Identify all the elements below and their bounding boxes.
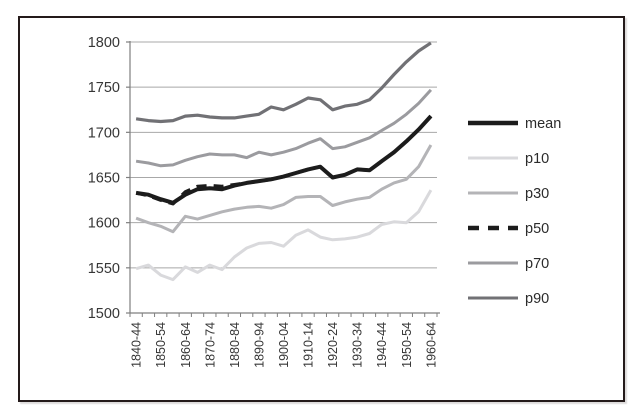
x-tick-label: 1870-74	[203, 322, 217, 368]
x-tick-label: 1840-44	[130, 322, 144, 368]
x-tick-label: 1900-04	[277, 322, 291, 368]
series-line-p70	[135, 88, 433, 168]
x-tick-label: 1850-54	[154, 322, 168, 368]
x-tick-label: 1960-64	[424, 322, 438, 368]
x-tick-label: 1920-24	[326, 322, 340, 368]
legend-label-p90: p90	[525, 291, 549, 307]
y-tick-label: 1550	[88, 261, 120, 277]
x-tick-label: 1890-94	[252, 322, 266, 368]
x-tick-label: 1860-64	[179, 322, 193, 368]
legend-label-p70: p70	[525, 256, 549, 272]
series-line-p30	[135, 144, 433, 234]
legend-label-p50: p50	[525, 221, 549, 237]
series-line-p10	[135, 189, 433, 282]
x-tick-label: 1950-54	[400, 322, 414, 368]
y-tick-label: 1650	[88, 171, 120, 187]
y-tick-label: 1600	[88, 216, 120, 232]
series-line-p90	[135, 41, 432, 124]
y-tick-label: 1500	[88, 306, 120, 322]
y-tick-label: 1750	[88, 80, 120, 96]
legend-label-mean: mean	[525, 116, 561, 132]
legend-label-p30: p30	[525, 186, 549, 202]
legend-label-p10: p10	[525, 151, 549, 167]
x-tick-label: 1880-84	[228, 322, 242, 368]
chart-border-frame	[18, 16, 625, 402]
x-tick-label: 1910-14	[302, 322, 316, 368]
x-tick-label: 1930-34	[351, 322, 365, 368]
y-tick-label: 1700	[88, 125, 120, 141]
x-tick-label: 1940-44	[375, 322, 389, 368]
series-line-mean	[135, 114, 433, 205]
y-tick-label: 1800	[88, 35, 120, 51]
